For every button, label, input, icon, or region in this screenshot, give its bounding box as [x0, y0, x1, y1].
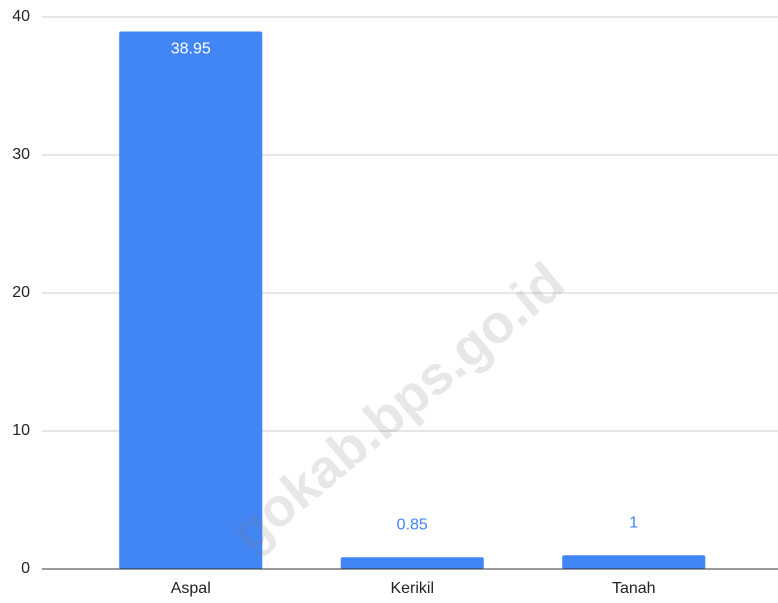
y-tick-label: 10: [12, 422, 30, 439]
y-tick-label: 40: [12, 8, 30, 25]
x-tick-label: Kerikil: [390, 580, 434, 597]
data-label: 1: [629, 514, 638, 531]
y-tick-label: 30: [12, 146, 30, 163]
x-tick-label: Tanah: [612, 580, 656, 597]
data-label: 0.85: [397, 516, 428, 533]
y-tick-label: 20: [12, 284, 30, 301]
x-tick-label: Aspal: [171, 580, 211, 597]
bar: [119, 31, 263, 570]
bar: [340, 557, 484, 569]
data-label: 38.95: [171, 41, 211, 58]
y-tick-label: 0: [21, 560, 30, 577]
bar: [562, 555, 706, 569]
